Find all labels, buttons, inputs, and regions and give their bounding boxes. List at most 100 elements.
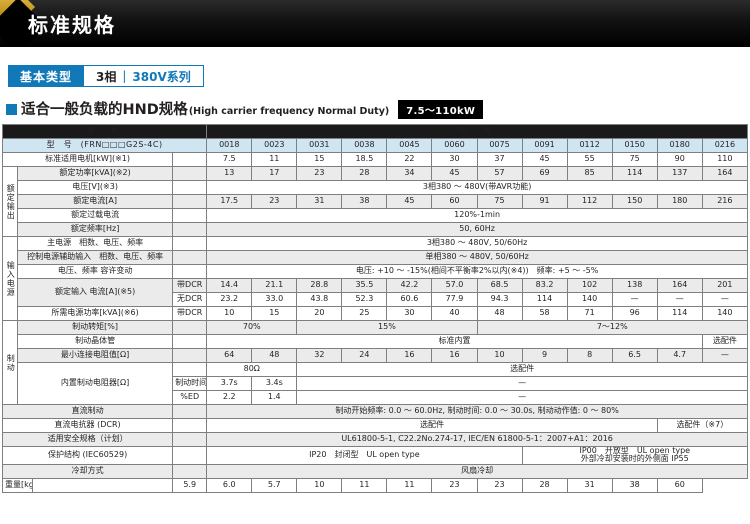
type-badge-value: 3相 | 380V系列 (84, 65, 204, 87)
value-cell: 8 (566, 348, 613, 363)
table-row-input-current: 额定输入 电流[A](※5) 带DCR 14.4 21.1 28.8 35.5 42.2 57… (3, 278, 749, 307)
value-cell: 110 (701, 152, 749, 167)
value-cell: — (701, 348, 749, 363)
badge-phase: 3相 (96, 69, 117, 84)
row-label: 控制电源辅助输入 相数、电压、频率 (17, 250, 174, 265)
spacer-cell (172, 463, 208, 479)
value-cell: 60 (656, 477, 703, 493)
value-cell: 选配件 (296, 362, 748, 377)
value-cell: 13 (206, 166, 253, 181)
table-row: 标准适用电机[kW](※1) 7.5 11 15 18.5 22 30 37 45 55 75 90 1… (1, 152, 749, 167)
model-0075: 0075 (476, 138, 523, 153)
section-title-en: (High carrier frequency Normal Duty) (188, 106, 390, 117)
value-cell: 16 (386, 348, 433, 363)
spacer-cell (172, 418, 208, 433)
value-cell: 18.5 (341, 152, 388, 167)
value-cell: 52.3 (341, 292, 388, 307)
value-cell: 114 (521, 292, 568, 307)
value-cell: 69 (521, 166, 568, 181)
value-cell: 57 (476, 166, 523, 181)
value-cell: 25 (341, 306, 388, 321)
spacer-cell (172, 166, 208, 181)
value-cell: 57.0 (431, 278, 478, 293)
table-row: 额定输出 额定功率[kVA](※2) 13 17 23 28 34 45 57 69 85 114 13… (1, 166, 749, 237)
table-row-braking-time: 制动时间[s]3.7s3.4s— (3, 376, 748, 391)
model-0112: 0112 (566, 138, 613, 153)
value-cell: 34 (386, 166, 433, 181)
value-cell-merged: IP20 封闭型 UL open type (206, 446, 523, 465)
value-cell: 23 (431, 477, 478, 493)
model-0091: 0091 (521, 138, 568, 153)
model-header-row: 型 号 (FRN□□□G2S-4C) 0018 0023 0031 0038 0045 00… (1, 138, 749, 153)
model-0038: 0038 (341, 138, 388, 153)
value-cell: 10 (476, 348, 523, 363)
page-title: 标准规格 (28, 13, 116, 37)
model-0031: 0031 (296, 138, 343, 153)
value-cell: 33.0 (251, 292, 298, 307)
value-cell: 68.5 (476, 278, 523, 293)
row-label: 制动转矩[%] (17, 320, 174, 335)
badge-separator: | (122, 69, 127, 83)
value-cell: 23 (296, 166, 343, 181)
section-title: 适合一般负载的HND规格 (High carrier frequency Nor… (6, 98, 750, 119)
spacer-cell (172, 446, 208, 465)
group-label: 制动 (1, 320, 19, 405)
table-row: 额定频率[Hz] 50, 60Hz (3, 222, 748, 237)
row-label: 冷却方式 (1, 463, 174, 479)
spacer-cell (172, 404, 208, 419)
value-cell: 6.0 (206, 477, 253, 493)
value-cell: 43.8 (296, 292, 343, 307)
table-row: 额定电流[A] 17.5 23 31 38 45 60 75 91 112 150 180 216 (3, 194, 749, 209)
value-cell: 55 (566, 152, 613, 167)
value-cell: 140 (566, 292, 613, 307)
value-cell: 114 (656, 306, 703, 321)
value-cell: 180 (656, 194, 703, 209)
table-row: 制动 制动转矩[%] 70% 15% 7～12% (1, 320, 748, 405)
value-cell: — (701, 292, 749, 307)
value-cell: 137 (656, 166, 703, 181)
row-label: 额定频率[Hz] (17, 222, 174, 237)
type-badge-label: 基本类型 (8, 65, 85, 87)
value-cell: 60.6 (386, 292, 433, 307)
value-cell-span: 3相380 ～ 480V, 50/60Hz (206, 236, 748, 251)
spacer-cell (172, 180, 208, 195)
value-cell: 138 (611, 278, 658, 293)
value-cell: 35.5 (341, 278, 388, 293)
value-cell: 32 (296, 348, 343, 363)
row-label: 适用安全规格（计划） (1, 432, 174, 447)
spacer-cell (32, 477, 174, 493)
value-cell: 216 (701, 194, 749, 209)
value-cell: 31 (296, 194, 343, 209)
sub-label-with-dcr: 带DCR (172, 278, 208, 293)
model-0018: 0018 (206, 138, 253, 153)
spacer-cell (172, 320, 208, 335)
model-0180: 0180 (656, 138, 703, 153)
value-cell: 75 (611, 152, 658, 167)
value-cell-merged: 选配件 (206, 418, 658, 433)
model-0060: 0060 (431, 138, 478, 153)
value-cell-span: 单相380 ～ 480V, 50/60Hz (206, 250, 748, 265)
group-label: 额定输出 (1, 166, 19, 237)
value-cell: 24 (341, 348, 388, 363)
value-cell-span: 120%-1min (206, 208, 748, 223)
value-cell: 83.2 (521, 278, 568, 293)
value-cell: 11 (251, 152, 298, 167)
value-cell: 11 (386, 477, 433, 493)
model-0045: 0045 (386, 138, 433, 153)
spacer-cell (172, 334, 208, 349)
group-label: 输入电源 (1, 236, 19, 321)
value-cell: 23 (476, 477, 523, 493)
row-label: 额定功率[kVA](※2) (17, 166, 174, 181)
page-header-bar: 标准规格 (0, 0, 750, 47)
value-cell: 45 (431, 166, 478, 181)
row-label: 重量[kg] (1, 477, 34, 493)
value-cell: 85 (566, 166, 613, 181)
table-row-ed: %ED 2.2 1.4— (3, 390, 748, 405)
spacer-cell (172, 194, 208, 209)
value-cell: — (296, 376, 748, 391)
value-cell: 7.5 (206, 152, 253, 167)
value-cell: 91 (521, 194, 568, 209)
model-0023: 0023 (251, 138, 298, 153)
value-cell: 96 (611, 306, 658, 321)
spacer-cell (172, 432, 208, 447)
